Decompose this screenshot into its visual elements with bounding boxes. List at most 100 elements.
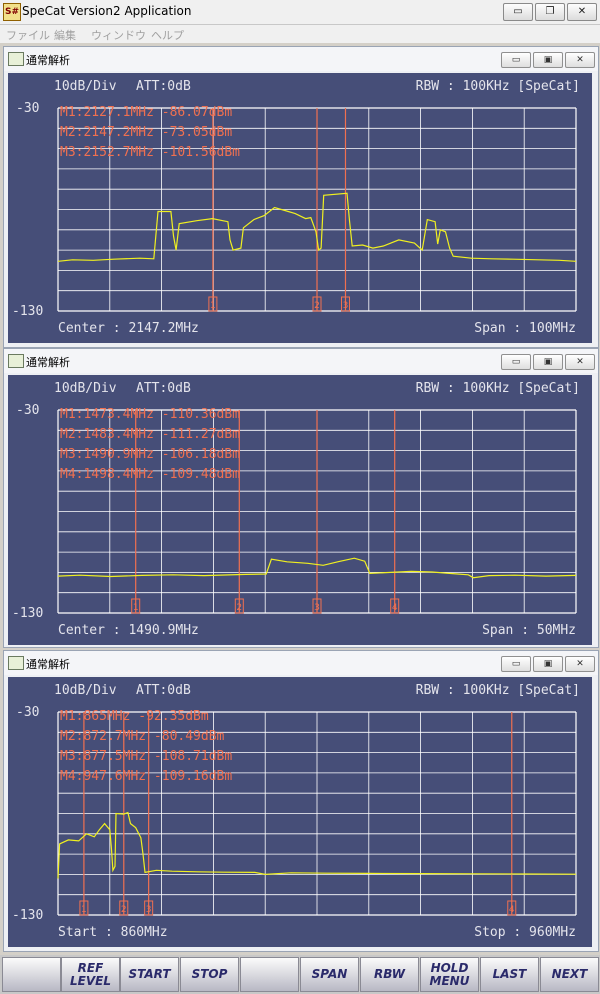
menu-help[interactable]: ヘルプ	[151, 29, 184, 42]
footer-left-label: Center : 2147.2MHz	[58, 321, 199, 336]
marker-number: 2	[121, 905, 127, 915]
analysis-window-1: 通常解析 ▭ ▣ ✕ 1 2 3 10dB/Div ATT:0dB RBW : 100KHz [S…	[3, 46, 599, 348]
spectrum-trace	[57, 557, 577, 579]
ref-level-bottom: -130	[12, 606, 44, 621]
function-key-bar: REF LEVEL START STOP SPAN RBW HOLD MENU …	[0, 955, 600, 994]
footer-right-label: Span : 100MHz	[474, 321, 576, 336]
marker-readout: M2:872.7MHz -80.49dBm	[60, 729, 225, 744]
subwindow-close-button[interactable]: ✕	[565, 656, 595, 672]
menu-window[interactable]: ウィンドウ	[91, 29, 146, 42]
footer-left-label: Center : 1490.9MHz	[58, 623, 199, 638]
rbw-button[interactable]: RBW	[360, 957, 419, 992]
marker-number: 4	[392, 603, 398, 613]
subwindow-maximize-button[interactable]: ▣	[533, 656, 563, 672]
footer-right-label: Stop : 960MHz	[474, 925, 576, 940]
marker-tag[interactable]	[144, 900, 154, 916]
analysis-window-2: 通常解析 ▭ ▣ ✕ 1 2 3 4 10dB/Div ATT:0dB RBW : 100KHz […	[3, 348, 599, 648]
attenuation-label: ATT:0dB	[136, 683, 191, 698]
marker-tag[interactable]	[131, 598, 141, 614]
ref-level-button[interactable]: REF LEVEL	[61, 957, 120, 992]
close-button[interactable]: ✕	[567, 3, 597, 21]
restore-button[interactable]: ❐	[535, 3, 565, 21]
marker-readout: M4:947.6MHz -109.16dBm	[60, 769, 233, 784]
rbw-label: RBW : 100KHz [SpeCat]	[415, 683, 580, 698]
spectrum-plot[interactable]: 1 2 3 4 10dB/Div ATT:0dB RBW : 100KHz [SpeCat]…	[8, 677, 592, 947]
subwindow-maximize-button[interactable]: ▣	[533, 52, 563, 68]
marker-tag[interactable]	[507, 900, 517, 916]
ref-level-top: -30	[16, 705, 40, 720]
marker-number: 1	[210, 301, 216, 311]
subwindow-title: 通常解析	[26, 54, 70, 67]
subwindow-close-button[interactable]: ✕	[565, 354, 595, 370]
marker-tag[interactable]	[119, 900, 129, 916]
marker-tag[interactable]	[390, 598, 400, 614]
app-logo-icon: S#	[3, 3, 21, 21]
marker-number: 3	[343, 301, 349, 311]
ref-level-bottom: -130	[12, 304, 44, 319]
subwindow-title: 通常解析	[26, 356, 70, 369]
start-button[interactable]: START	[120, 957, 179, 992]
window-icon	[8, 52, 24, 66]
window-icon	[8, 656, 24, 670]
ref-level-bottom: -130	[12, 908, 44, 923]
function-key-blank-1[interactable]	[2, 957, 61, 992]
subwindow-titlebar: 通常解析 ▭ ▣ ✕	[4, 349, 598, 373]
scale-label: 10dB/Div	[54, 683, 117, 698]
spectrum-plot[interactable]: 1 2 3 10dB/Div ATT:0dB RBW : 100KHz [SpeCat] -…	[8, 73, 592, 343]
marker-readout: M2:1483.4MHz -111.27dBm	[60, 427, 241, 442]
spectrum-plot[interactable]: 1 2 3 4 10dB/Div ATT:0dB RBW : 100KHz [SpeCat]…	[8, 375, 592, 645]
marker-readout: M2:2147.2MHz -73.05dBm	[60, 125, 233, 140]
marker-tag[interactable]	[79, 900, 89, 916]
marker-number: 2	[314, 301, 320, 311]
marker-readout: M3:877.5MHz -108.71dBm	[60, 749, 233, 764]
marker-tag[interactable]	[312, 296, 322, 312]
stop-button[interactable]: STOP	[180, 957, 239, 992]
analysis-window-3: 通常解析 ▭ ▣ ✕ 1 2 3 4 10dB/Div ATT:0dB RBW : 100KHz […	[3, 650, 599, 952]
marker-number: 1	[81, 905, 87, 915]
window-icon	[8, 354, 24, 368]
marker-readout: M3:2152.7MHz -101.56dBm	[60, 145, 241, 160]
rbw-label: RBW : 100KHz [SpeCat]	[415, 79, 580, 94]
scale-label: 10dB/Div	[54, 381, 117, 396]
spectrum-chart: 1 2 3 4	[57, 409, 577, 614]
app-titlebar: S# SpeCat Version2 Application ▭ ❐ ✕	[0, 0, 600, 25]
marker-tag[interactable]	[340, 296, 350, 312]
subwindow-title: 通常解析	[26, 658, 70, 671]
subwindow-minimize-button[interactable]: ▭	[501, 52, 531, 68]
span-button[interactable]: SPAN	[300, 957, 359, 992]
spectrum-trace	[57, 811, 577, 879]
subwindow-titlebar: 通常解析 ▭ ▣ ✕	[4, 651, 598, 675]
footer-left-label: Start : 860MHz	[58, 925, 168, 940]
marker-readout: M1:865MHz -92.35dBm	[60, 709, 209, 724]
marker-tag[interactable]	[208, 296, 218, 312]
marker-number: 3	[314, 603, 320, 613]
marker-number: 1	[133, 603, 139, 613]
menu-edit[interactable]: 編集	[54, 29, 76, 42]
rbw-label: RBW : 100KHz [SpeCat]	[415, 381, 580, 396]
hold-menu-button[interactable]: HOLD MENU	[420, 957, 479, 992]
ref-level-top: -30	[16, 403, 40, 418]
subwindow-maximize-button[interactable]: ▣	[533, 354, 563, 370]
minimize-button[interactable]: ▭	[503, 3, 533, 21]
footer-right-label: Span : 50MHz	[482, 623, 576, 638]
menu-bar: ファイル 編集 ウィンドウ ヘルプ	[0, 25, 600, 43]
marker-tag[interactable]	[234, 598, 244, 614]
spectrum-chart: 1 2 3	[57, 107, 577, 312]
marker-readout: M1:2127.1MHz -86.07dBm	[60, 105, 233, 120]
spectrum-trace	[57, 192, 577, 262]
next-button[interactable]: NEXT	[540, 957, 599, 992]
subwindow-minimize-button[interactable]: ▭	[501, 656, 531, 672]
last-button[interactable]: LAST	[480, 957, 539, 992]
menu-file[interactable]: ファイル	[6, 29, 50, 42]
subwindow-minimize-button[interactable]: ▭	[501, 354, 531, 370]
marker-number: 3	[146, 905, 152, 915]
subwindow-titlebar: 通常解析 ▭ ▣ ✕	[4, 47, 598, 71]
ref-level-top: -30	[16, 101, 40, 116]
marker-readout: M1:1473.4MHz -110.36dBm	[60, 407, 241, 422]
marker-tag[interactable]	[312, 598, 322, 614]
marker-number: 2	[236, 603, 242, 613]
function-key-blank-2[interactable]	[240, 957, 299, 992]
app-title: SpeCat Version2 Application	[22, 4, 192, 18]
attenuation-label: ATT:0dB	[136, 381, 191, 396]
subwindow-close-button[interactable]: ✕	[565, 52, 595, 68]
